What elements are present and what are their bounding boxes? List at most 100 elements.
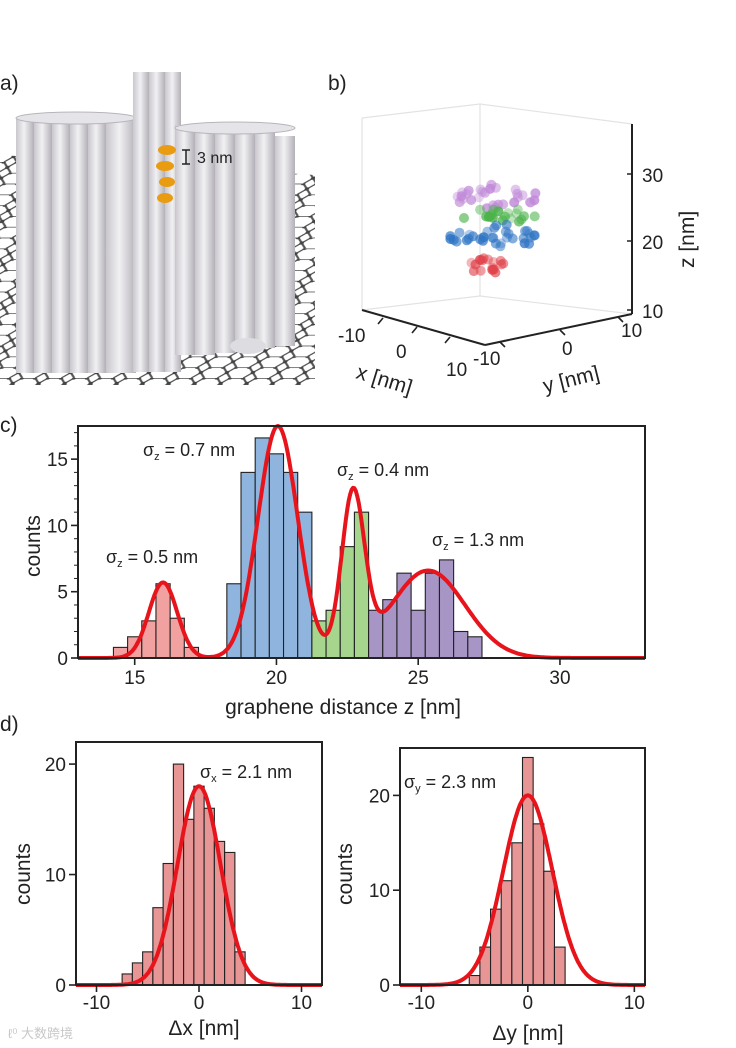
histogram-bar [467,636,483,659]
y-tick-label: 0 [57,649,68,670]
histogram-bar [543,870,556,986]
z-axis-ticks: 30 20 10 z [nm] [627,166,699,323]
annotation-sigma-z-1.3: σz = 1.3 nm [432,530,524,553]
x-tick-label: 15 [124,668,145,689]
scatter-point [459,213,469,223]
scatter-point [490,238,501,249]
panel-label-a: a) [0,72,19,95]
chart-dx-ylabel: counts [12,843,35,905]
histogram-bar [155,583,171,659]
watermark-logo-icon: ℓ⁰ [8,1026,21,1041]
chart-c-ylabel: counts [22,515,45,577]
histogram-bar [254,437,270,659]
histogram-bar [268,453,285,659]
y-tick-3: 10 [621,321,642,342]
chart-c-xlabel: graphene distance z [nm] [225,696,461,719]
box-back-edges [361,103,633,315]
nanotube-bundle-left [15,111,137,373]
scatter-point [529,230,540,241]
scatter-point [468,266,479,277]
histogram-bar [203,807,215,986]
x-tick-label: -10 [83,993,110,1014]
x-tick-label: 10 [624,993,645,1014]
histogram-bar [532,823,545,986]
histogram-bar [521,756,534,986]
axes-frame [399,747,646,986]
dye-markers [156,145,176,203]
scatter-point [488,204,499,215]
chart-dy-xlabel: Δy [nm] [492,1022,563,1045]
z-axis-label: z [nm] [676,211,699,268]
x-tick-label: 25 [408,668,429,689]
scatter-point [485,183,496,194]
chart-dx-bars [121,763,246,986]
chart-c-bars [112,437,483,659]
scatter-point [519,238,530,249]
y-tick-2: 0 [562,339,573,360]
scatter-points [445,179,541,278]
x-tick-1: -10 [338,326,365,347]
y-tick-label: 5 [57,583,68,604]
scatter-point [487,232,498,243]
scatter-point [496,238,506,249]
panel-a-illustration: 3 nm [0,72,315,385]
histogram-bar [500,880,513,986]
annotation-sigma-y: σy = 2.3 nm [404,772,496,795]
scale-label: 3 nm [197,150,233,167]
scatter-point [529,230,540,241]
histogram-bar [511,842,524,986]
x-tick-2: 0 [396,342,407,363]
y-tick-label: 10 [47,516,68,537]
scatter-point [503,228,514,239]
y-tick-label: 10 [369,881,390,902]
scatter-point [451,236,462,247]
panel-label-d: d) [0,713,19,736]
chart-dx-histogram: -10 0 10 0 10 20 Δx [nm] counts σx = 2.1 nm [12,741,324,1040]
scatter-point [488,257,499,267]
chart-dx-ticks: -10 0 10 0 10 20 [45,755,312,1014]
chart-dy-ylabel: counts [334,843,357,905]
panel-b-3d-scatter: -10 0 10 x [nm] -10 0 10 y [nm] 30 20 10… [338,103,699,400]
histogram-bar [468,974,481,986]
histogram-bar [193,785,205,986]
scatter-point [522,225,533,236]
histogram-bar [410,609,426,659]
histogram-bar [368,609,384,659]
y-tick-label: 15 [47,450,68,471]
scatter-point [466,195,477,205]
scatter-point [478,253,489,264]
x-tick-3: 10 [446,360,467,381]
y-tick-label: 20 [369,786,390,807]
scatter-point [463,185,474,196]
scatter-point [512,204,523,215]
scatter-point [454,227,465,238]
x-tick-label: 0 [194,993,205,1014]
scatter-point [525,232,536,243]
axes-frame [77,425,646,659]
chart-dy-axes [399,747,646,986]
y-tick-label: 0 [55,976,66,997]
panel-label-c: c) [0,414,18,437]
scatter-point [487,212,498,223]
histogram-bar [553,946,566,986]
scatter-point [489,222,500,233]
panel-label-b: b) [328,72,347,95]
histogram-bar [424,572,441,659]
annotation-sigma-z-0.4: σz = 0.4 nm [337,460,429,483]
annotation-sigma-z-0.5: σz = 0.5 nm [106,547,198,570]
z-tick-20: 20 [642,233,663,254]
x-tick-label: 10 [291,993,312,1014]
chart-dy-ticks: -10 0 10 0 10 20 [369,786,645,1014]
y-tick-label: 10 [45,866,66,887]
scatter-point [525,197,536,208]
scatter-point [478,235,488,246]
scatter-point [468,231,478,242]
y-tick-label: 0 [379,976,390,997]
scatter-point [466,257,477,268]
y-axis-label: y [nm] [541,362,602,398]
chart-c-ticks: 15 20 25 30 0 5 10 15 [47,432,571,689]
chart-dx-xlabel: Δx [nm] [168,1017,239,1040]
x-tick-label: 20 [266,668,287,689]
